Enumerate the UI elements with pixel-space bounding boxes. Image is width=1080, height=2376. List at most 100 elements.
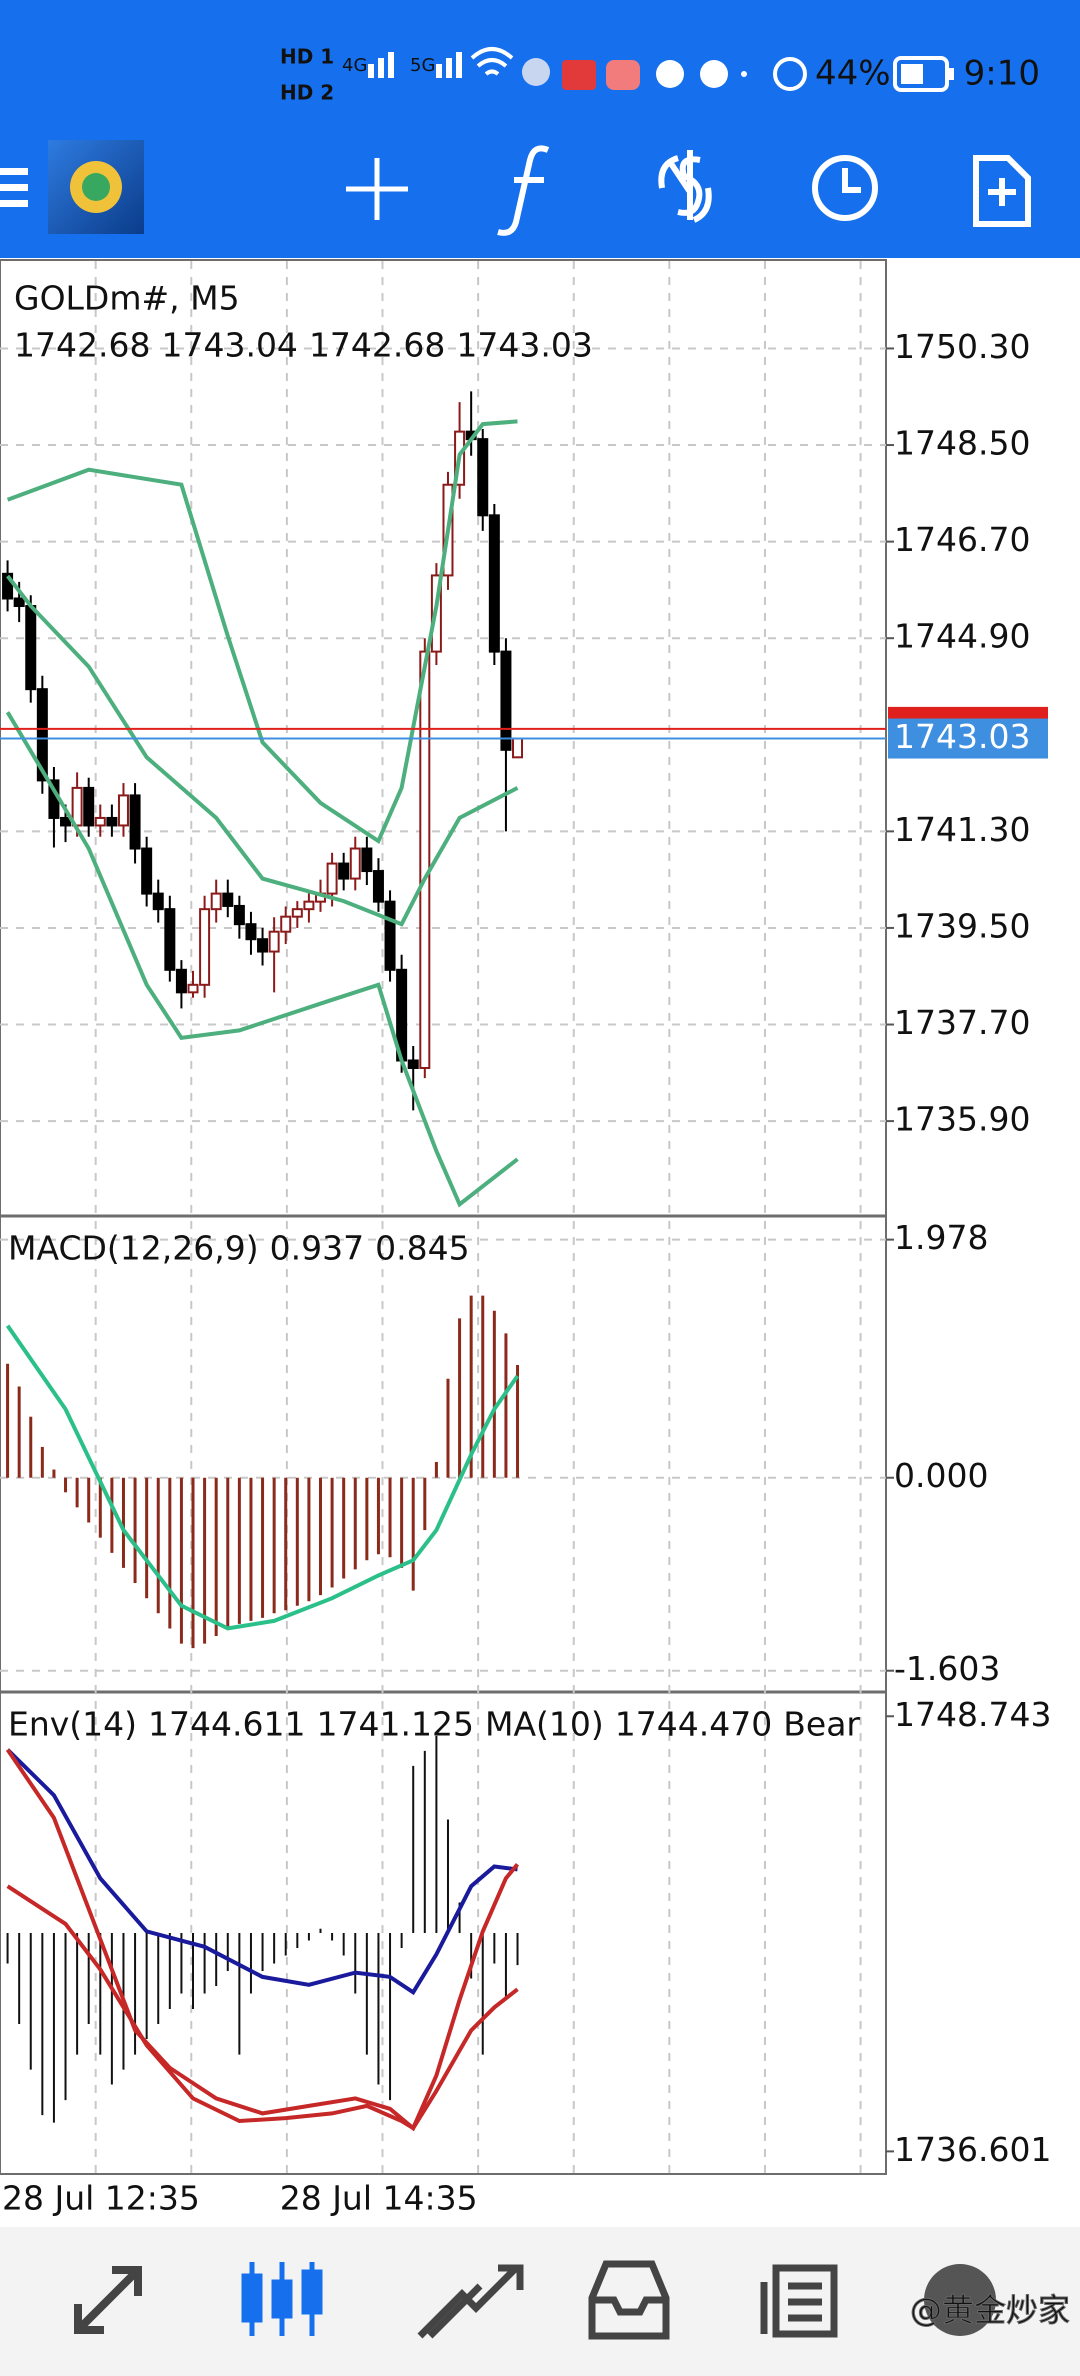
candle-body [477,438,489,517]
candle-body [512,737,524,759]
x-tick-label: 28 Jul 12:35 [2,2179,200,2218]
candle-body [13,597,25,608]
candle-body [94,816,106,827]
indicator-label: 1744.611 [148,1705,305,1744]
menu-button[interactable] [0,168,28,207]
settings-tab[interactable] [924,2264,996,2336]
y-tick-label: 0.000 [894,1456,988,1495]
candle-body [83,786,95,827]
candle-body [488,514,500,653]
sim-label: HD 2 [280,81,334,105]
y-tick-label: 1739.50 [894,906,1030,945]
y-tick-label: 1737.70 [894,1003,1030,1042]
x-tick-label: 28 Jul 14:35 [280,2179,478,2218]
indicator-label: 1743.03 [456,326,592,365]
candle-body [2,572,14,600]
macd-signal [5,1324,520,1631]
battery-level: 44% [815,54,891,94]
new-order-button[interactable] [973,155,1031,227]
candle-body [117,794,129,827]
y-tick-label: -1.603 [894,1649,1000,1688]
bid-label-box [888,718,1048,759]
bollinger-band [6,574,519,927]
candle-body [361,847,373,873]
ma-line [6,1748,518,1996]
clock: 9:10 [964,54,1040,94]
y-tick-label: 1736.601 [894,2130,1051,2169]
news-tab[interactable] [760,2264,838,2338]
indicator-label: 0.845 [375,1229,469,1268]
candle-body [280,915,292,933]
envelope-upper [5,1748,520,2132]
trade-tab[interactable] [417,2264,524,2339]
timeframe-button[interactable] [812,155,878,221]
app-logo[interactable] [48,140,144,234]
indicator-label: 1741.125 [317,1705,474,1744]
network-label: 5G [410,55,435,76]
indicator-label: 0.937 [270,1229,364,1268]
indicator-label: 1742.68 [14,326,150,365]
envelope-lower [6,1884,519,2131]
toolbar [0,140,1031,236]
indicators-button[interactable] [497,145,550,236]
candle-body [141,847,153,895]
candle-body [291,908,303,918]
candle-body [222,892,234,907]
y-tick-label: 1.978 [894,1218,988,1257]
quotes-tab[interactable] [74,2266,142,2334]
candle-body [303,900,315,911]
candle-body [175,968,187,994]
candle-body [106,816,118,827]
candle-body [60,816,72,827]
candle-body [210,892,222,911]
candle-body [152,892,164,911]
candle-body [257,938,269,953]
candle-body [407,1059,419,1069]
status-bar: HD 1 HD 2 4G 5G 44% 9:10 [280,45,1040,105]
y-tick-label: 1741.30 [894,810,1030,849]
y-tick-label: 1744.90 [894,617,1030,656]
bollinger-band [5,711,519,1208]
y-tick-label: 1746.70 [894,520,1030,559]
candle-body [233,904,245,926]
candle-body [326,862,338,895]
candle-body [187,983,199,994]
candle-body [372,870,384,903]
candle-body [384,900,396,971]
candle-body [338,862,350,880]
candle-body [25,605,37,691]
candle-body [245,923,257,941]
candle-body [500,650,512,751]
chart-title: GOLDm#, M5 [14,279,240,318]
indicator-label: Bear [783,1705,860,1744]
indicator-label: Env(14) [8,1705,137,1744]
symbols-button[interactable] [658,150,712,223]
candle-body [36,688,48,782]
network-label: 4G [342,55,367,76]
crosshair-button[interactable] [346,158,408,220]
indicator-label: MA(10) [485,1705,604,1744]
history-tab[interactable] [588,2260,670,2340]
indicator-label: 1744.470 [615,1705,772,1744]
chart-tab[interactable] [241,2262,323,2336]
indicator-label: MACD(12,26,9) [8,1229,259,1268]
y-tick-label: 1748.50 [894,424,1030,463]
bollinger-band [6,419,518,844]
bottom-nav [0,2227,1080,2376]
y-tick-label: 1735.90 [894,1100,1030,1139]
candle-body [419,650,431,1069]
plot-area: Env(14) 1744.611 1741.125 MA(10) 1744.470 Bea… [0,261,886,2174]
watermark: @黄金炒家 [910,2291,1070,2329]
sim-label: HD 1 [280,45,334,69]
app-bar [0,0,1080,258]
bid-label: 1743.03 [894,717,1030,756]
y-tick-label: 1748.743 [894,1695,1051,1734]
candle-body [268,930,280,953]
candle-body [199,908,211,986]
indicator-label: 1743.04 [161,326,297,365]
candle-body [349,847,361,880]
candle-body [129,794,141,850]
candle-body [164,908,176,971]
